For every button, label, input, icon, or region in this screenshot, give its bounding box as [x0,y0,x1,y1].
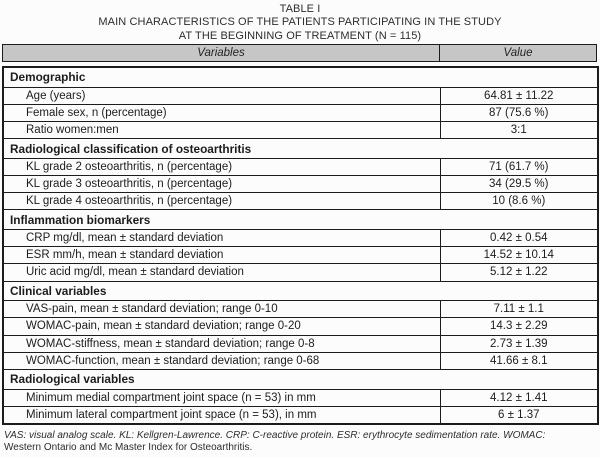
table-row: Age (years) 64.81 ± 11.22 [2,86,599,106]
section-header-row: Clinical variables [2,280,599,302]
table-row: WOMAC-pain, mean ± standard deviation; r… [2,317,599,336]
table-title: TABLE I MAIN CHARACTERISTICS OF THE PATI… [0,3,600,43]
value-cell: 10 (8.6 %) [439,192,599,211]
variable-cell: KL grade 3 osteoarthritis, n (percentage… [2,175,441,194]
table-title-line-2: MAIN CHARACTERISTICS OF THE PATIENTS PAR… [98,16,502,29]
table-column-header-row: Variables Value [2,44,597,62]
table-row: Uric acid mg/dl, mean ± standard deviati… [2,263,599,282]
section-label: Radiological classification of osteoarth… [2,138,599,160]
value-cell: 87 (75.6 %) [439,104,599,123]
variable-cell: WOMAC-function, mean ± standard deviatio… [2,351,441,370]
table-row: VAS-pain, mean ± standard deviation; ran… [2,300,599,319]
table-number: TABLE I [279,3,321,15]
variable-cell: KL grade 2 osteoarthritis, n (percentage… [2,158,441,177]
table-row: Ratio women:men 3:1 [2,121,599,140]
table-row: KL grade 4 osteoarthritis, n (percentage… [2,192,599,211]
section-header-row: Demographic [2,66,599,88]
variable-cell: WOMAC-pain, mean ± standard deviation; r… [2,317,441,336]
table-row: Minimum lateral compartment joint space … [2,405,599,425]
value-cell: 0.42 ± 0.54 [439,229,599,248]
variable-cell: Ratio women:men [2,121,441,140]
patient-characteristics-table: Demographic Age (years) 64.81 ± 11.22 Femal… [2,66,600,425]
value-cell: 34 (29.5 %) [439,175,599,194]
table-title-line-3: AT THE BEGINNING OF TREATMENT (N = 115) [178,29,422,42]
table-row: WOMAC-function, mean ± standard deviatio… [2,351,599,370]
column-header-value: Value [503,47,533,59]
footnote-line-2: Western Ontario and Mc Master Index for … [4,441,253,453]
table-body: Demographic Age (years) 64.81 ± 11.22 Femal… [2,66,599,425]
value-cell: 3:1 [439,121,599,140]
footnote-line-1: VAS: visual analog scale. KL: Kellgren-L… [4,430,546,441]
variable-cell: Minimum lateral compartment joint space … [2,405,441,425]
table-row: KL grade 3 osteoarthritis, n (percentage… [2,175,599,194]
value-cell: 14.52 ± 10.14 [439,246,599,265]
table-row: KL grade 2 osteoarthritis, n (percentage… [2,158,599,177]
section-label: Clinical variables [2,280,599,302]
value-cell: 6 ± 1.37 [439,405,599,425]
section-header-row: Radiological variables [2,368,599,390]
section-header-row: Radiological classification of osteoarth… [2,138,599,160]
section-label: Demographic [2,66,599,88]
variable-cell: ESR mm/h, mean ± standard deviation [2,246,441,265]
column-header-variables: Variables [3,45,440,61]
value-cell: 7.11 ± 1.1 [439,300,599,319]
value-cell: 71 (61.7 %) [439,158,599,177]
value-cell: 14.3 ± 2.29 [439,317,599,336]
table-row: Female sex, n (percentage) 87 (75.6 %) [2,104,599,123]
value-cell: 4.12 ± 1.41 [439,388,599,407]
table-row: CRP mg/dl, mean ± standard deviation 0.42… [2,229,599,248]
variable-cell: Minimum medial compartment joint space (… [2,388,441,407]
variable-cell: Uric acid mg/dl, mean ± standard deviati… [2,263,441,282]
section-header-row: Inflammation biomarkers [2,209,599,231]
section-label: Inflammation biomarkers [2,209,599,231]
variable-cell: CRP mg/dl, mean ± standard deviation [2,229,441,248]
value-cell: 5.12 ± 1.22 [439,263,599,282]
section-label: Radiological variables [2,368,599,390]
variable-cell: WOMAC-stiffness, mean ± standard deviati… [2,334,441,353]
variable-cell: Age (years) [2,86,441,106]
footnote: VAS: visual analog scale. KL: Kellgren-L… [4,430,596,453]
table-row: Minimum medial compartment joint space (… [2,388,599,407]
value-cell: 2.73 ± 1.39 [439,334,599,353]
variable-cell: KL grade 4 osteoarthritis, n (percentage… [2,192,441,211]
value-cell: 64.81 ± 11.22 [439,86,599,106]
table-row: ESR mm/h, mean ± standard deviation 14.52… [2,246,599,265]
table-row: WOMAC-stiffness, mean ± standard deviati… [2,334,599,353]
variable-cell: Female sex, n (percentage) [2,104,441,123]
variable-cell: VAS-pain, mean ± standard deviation; ran… [2,300,441,319]
value-cell: 41.66 ± 8.1 [439,351,599,370]
